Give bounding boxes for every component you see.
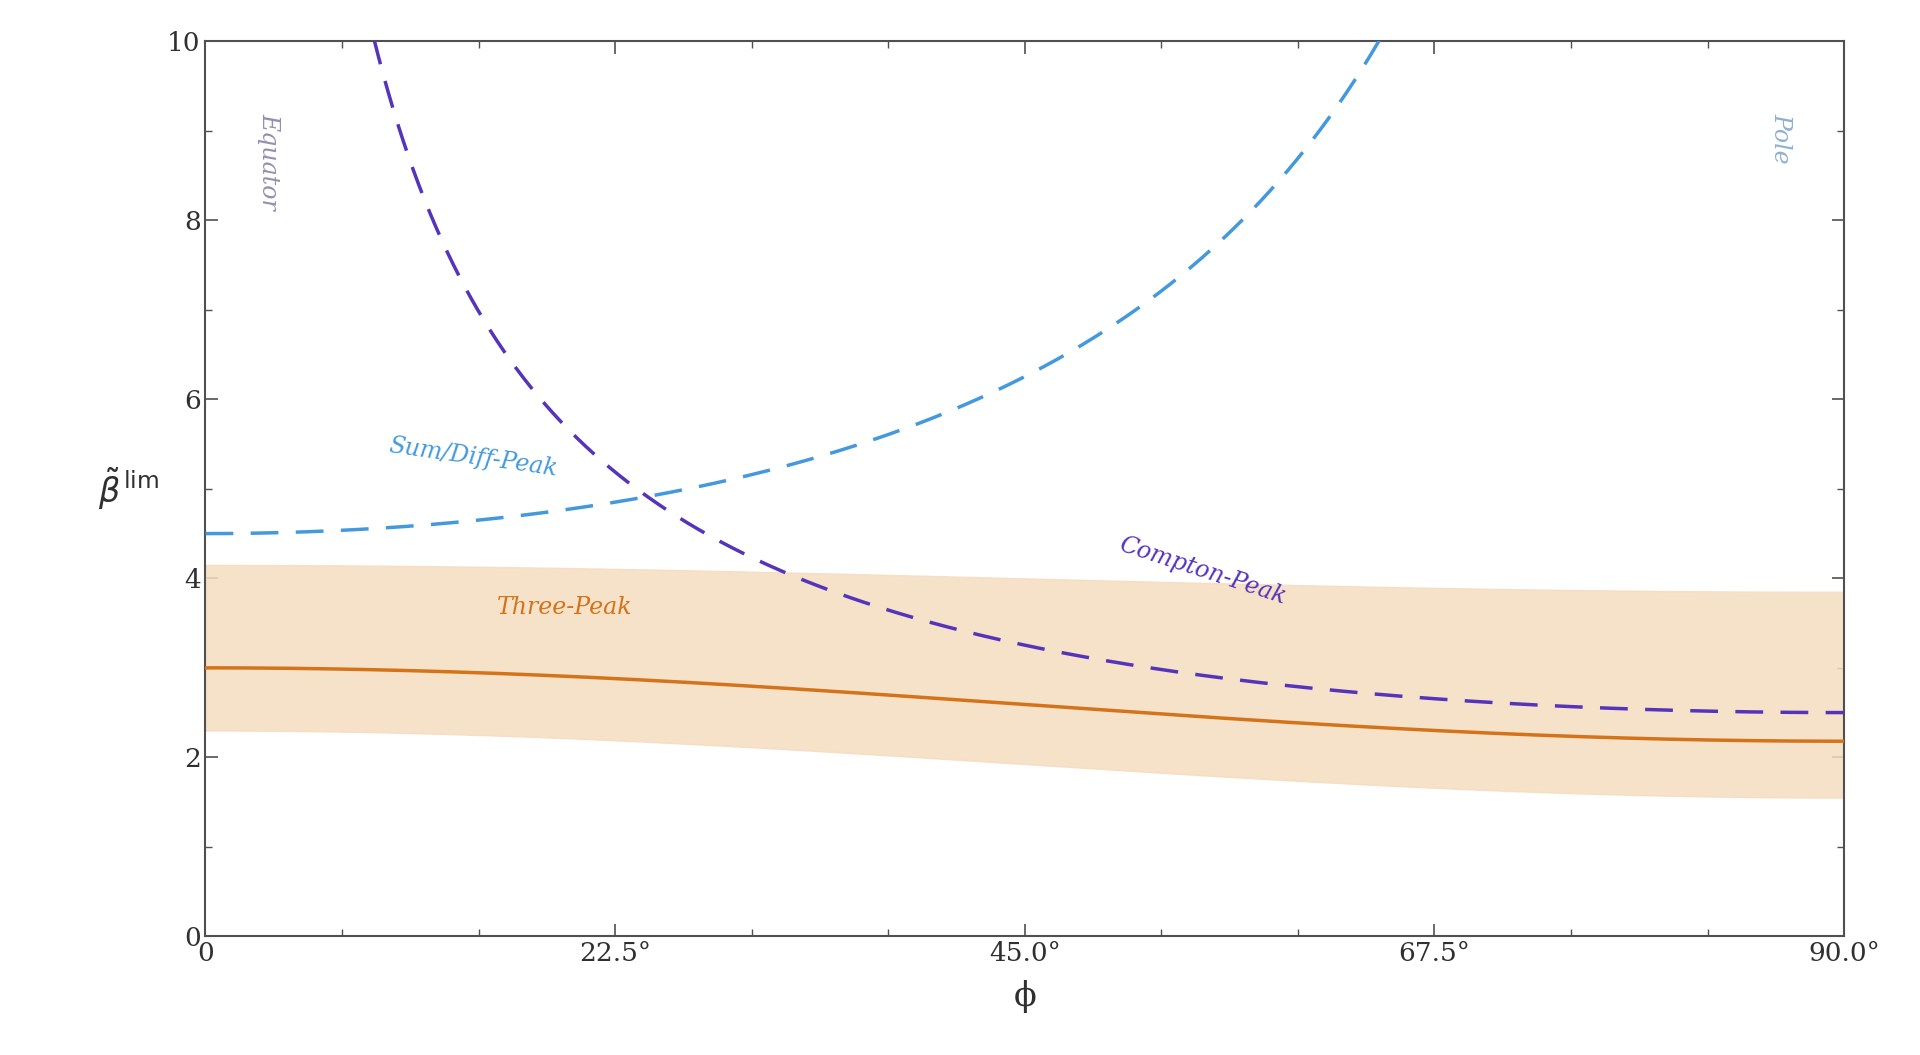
- Text: Pole: Pole: [1768, 113, 1791, 164]
- Text: Equator: Equator: [257, 113, 280, 210]
- Text: Compton-Peak: Compton-Peak: [1116, 533, 1288, 609]
- Text: Three-Peak: Three-Peak: [497, 596, 632, 619]
- X-axis label: ϕ: ϕ: [1014, 980, 1037, 1013]
- Text: Sum/Diff-Peak: Sum/Diff-Peak: [388, 434, 559, 480]
- Y-axis label: $\tilde{\beta}^{\,\mathrm{lim}}$: $\tilde{\beta}^{\,\mathrm{lim}}$: [98, 465, 159, 512]
